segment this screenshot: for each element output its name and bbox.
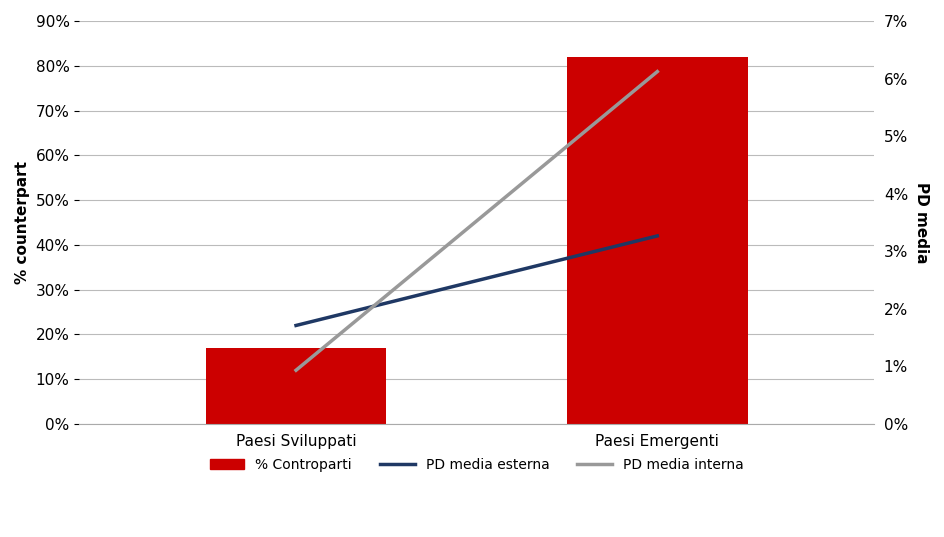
- Bar: [567, 57, 748, 424]
- Y-axis label: PD media: PD media: [914, 182, 929, 263]
- Legend: % Controparti, PD media esterna, PD media interna: % Controparti, PD media esterna, PD medi…: [204, 452, 750, 477]
- Y-axis label: % counterpart: % counterpart: [15, 161, 30, 284]
- Bar: [206, 348, 386, 424]
